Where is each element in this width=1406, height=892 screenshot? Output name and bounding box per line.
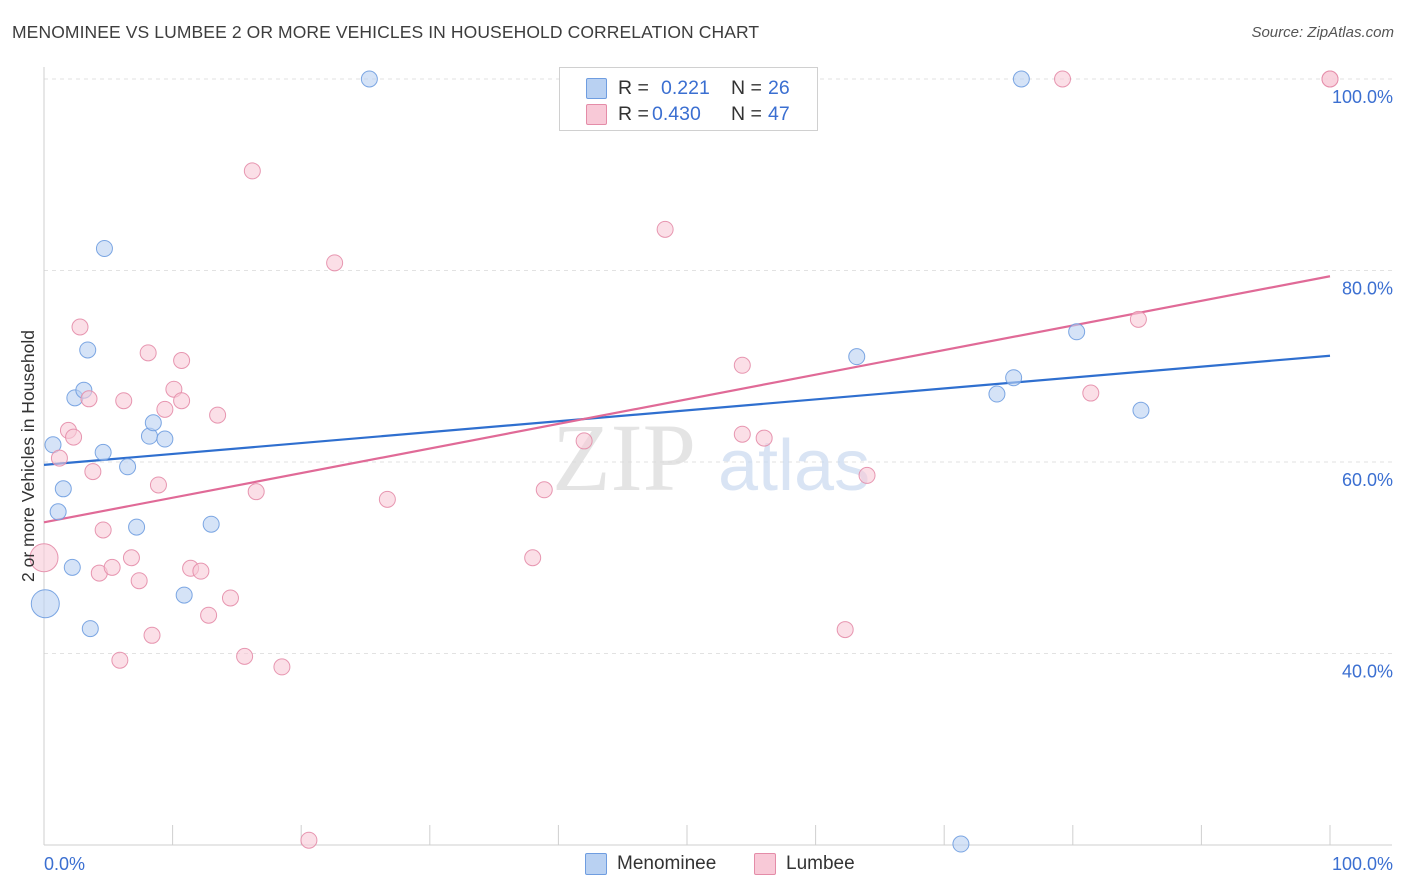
point-menominee [30, 589, 60, 619]
point-lumbee [143, 626, 161, 644]
point-lumbee [300, 831, 318, 849]
point-lumbee [326, 254, 344, 272]
point-menominee [360, 70, 378, 88]
point-menominee [848, 348, 866, 366]
point-lumbee [575, 432, 593, 450]
point-lumbee [1321, 70, 1339, 88]
legend-n-value: 26 [768, 76, 790, 99]
point-menominee [1012, 70, 1030, 88]
legend-r-label: R = [618, 102, 649, 125]
point-lumbee [243, 162, 261, 180]
legend-swatch-lumbee [754, 853, 776, 875]
point-lumbee [836, 621, 854, 639]
point-lumbee [65, 428, 83, 446]
point-lumbee [115, 392, 133, 410]
point-lumbee [1129, 310, 1147, 328]
point-lumbee [122, 549, 140, 567]
y-tick-label: 60.0% [1342, 470, 1393, 490]
point-lumbee [50, 449, 68, 467]
point-lumbee [80, 390, 98, 408]
point-menominee [144, 414, 162, 432]
point-lumbee [247, 483, 265, 501]
point-lumbee [94, 521, 112, 539]
point-lumbee [656, 220, 674, 238]
legend-swatch-menominee [585, 853, 607, 875]
data-points [29, 70, 1339, 853]
y-axis-label: 2 or more Vehicles in Household [18, 330, 38, 582]
legend-r-value: 0.430 [652, 102, 701, 125]
point-lumbee [273, 658, 291, 676]
point-menominee [128, 518, 146, 536]
point-menominee [1068, 323, 1086, 341]
point-lumbee [524, 549, 542, 567]
legend-r-value: 0.221 [661, 76, 710, 99]
point-lumbee [149, 476, 167, 494]
watermark-zip: ZIP [552, 404, 696, 511]
point-menominee [1005, 369, 1023, 387]
point-menominee [988, 385, 1006, 403]
point-lumbee [173, 392, 191, 410]
point-lumbee [221, 589, 239, 607]
point-lumbee [1082, 384, 1100, 402]
point-lumbee [733, 425, 751, 443]
trend-line-menominee [43, 354, 1331, 466]
x-tick-label: 100.0% [1332, 854, 1393, 874]
point-menominee [175, 586, 193, 604]
point-lumbee [209, 406, 227, 424]
legend-item-lumbee: Lumbee [754, 851, 855, 877]
legend-n-label: N = [731, 76, 762, 99]
point-lumbee [236, 647, 254, 665]
point-lumbee [103, 558, 121, 576]
point-lumbee [858, 466, 876, 484]
point-lumbee [733, 356, 751, 374]
legend-r-label: R = [618, 76, 649, 99]
point-menominee [81, 620, 99, 638]
point-menominee [79, 341, 97, 359]
trend-lines [43, 275, 1331, 524]
legend-item-menominee: Menominee [585, 851, 716, 877]
point-lumbee [192, 562, 210, 580]
point-lumbee [755, 429, 773, 447]
chart-title: MENOMINEE VS LUMBEE 2 OR MORE VEHICLES I… [12, 22, 760, 42]
tick-labels: 100.0% 80.0% 60.0% 40.0% 0.0% 100.0% [44, 87, 1393, 874]
y-tick-label: 100.0% [1332, 87, 1393, 107]
point-menominee [1132, 401, 1150, 419]
axes [43, 67, 1392, 846]
point-lumbee [29, 543, 59, 573]
legend-swatch-lumbee [586, 103, 607, 125]
point-menominee [952, 835, 970, 853]
point-lumbee [84, 463, 102, 481]
point-menominee [156, 430, 174, 448]
watermark: ZIP atlas [552, 404, 870, 511]
point-lumbee [139, 344, 157, 362]
point-lumbee [111, 651, 129, 669]
legend-swatch-menominee [586, 77, 607, 99]
point-lumbee [71, 318, 89, 336]
trend-line-lumbee [43, 275, 1331, 524]
point-menominee [94, 443, 112, 461]
point-menominee [54, 480, 72, 498]
point-lumbee [130, 572, 148, 590]
legend-label-menominee: Menominee [617, 853, 717, 874]
correlation-legend: R = 0.221 N = 26 R = 0.430 N = 47 [559, 67, 818, 131]
legend-label-lumbee: Lumbee [786, 853, 855, 874]
point-lumbee [156, 400, 174, 418]
legend-n-label: N = [731, 102, 762, 125]
point-menominee [202, 515, 220, 533]
point-menominee [119, 458, 137, 476]
point-menominee [49, 503, 67, 521]
chart-source: Source: ZipAtlas.com [1251, 24, 1394, 41]
point-lumbee [535, 481, 553, 499]
point-menominee [95, 239, 113, 257]
x-tick-label: 0.0% [44, 854, 85, 874]
point-lumbee [378, 490, 396, 508]
legend-n-value: 47 [768, 102, 790, 125]
y-tick-label: 80.0% [1342, 279, 1393, 299]
point-menominee [63, 558, 81, 576]
y-tick-label: 40.0% [1342, 662, 1393, 682]
point-lumbee [173, 352, 191, 370]
point-lumbee [200, 606, 218, 624]
point-lumbee [1054, 70, 1072, 88]
